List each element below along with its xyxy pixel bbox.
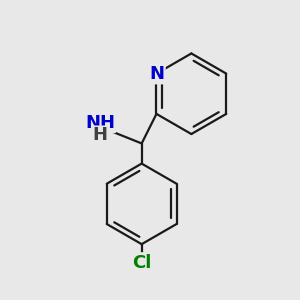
Text: NH: NH bbox=[85, 114, 115, 132]
Text: Cl: Cl bbox=[132, 254, 152, 272]
Text: H: H bbox=[92, 126, 107, 144]
Text: N: N bbox=[149, 64, 164, 82]
